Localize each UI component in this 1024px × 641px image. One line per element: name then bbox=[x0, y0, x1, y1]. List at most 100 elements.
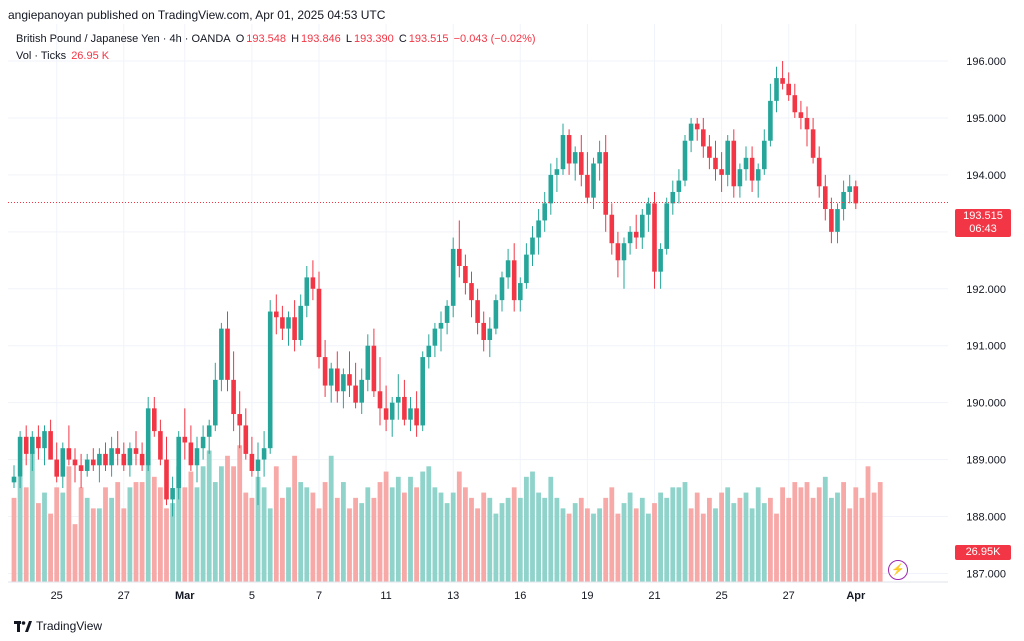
volume-bar bbox=[334, 497, 340, 582]
volume-bar bbox=[371, 497, 377, 582]
volume-bar bbox=[115, 482, 121, 582]
candle-body bbox=[688, 123, 694, 141]
candle-body bbox=[127, 448, 133, 466]
y-tick-label: 195.000 bbox=[966, 113, 1006, 125]
candle-body bbox=[97, 453, 102, 466]
candle-body bbox=[609, 214, 615, 244]
volume-bar bbox=[36, 503, 41, 582]
candle-body bbox=[60, 448, 66, 477]
x-tick-label: 25 bbox=[51, 590, 63, 602]
candle-body bbox=[420, 357, 425, 426]
volume-bar bbox=[23, 487, 29, 582]
candle-body bbox=[170, 488, 175, 500]
candle-body bbox=[725, 140, 730, 175]
candle-body bbox=[66, 448, 72, 460]
close-label: C bbox=[398, 33, 407, 45]
volume-bar bbox=[444, 503, 450, 582]
symbol-title[interactable]: British Pound / Japanese Yen · 4h · OAND… bbox=[16, 33, 231, 45]
candle-body bbox=[261, 448, 267, 460]
candle-body bbox=[255, 459, 261, 471]
volume-bar bbox=[29, 450, 35, 582]
candle-body bbox=[383, 408, 389, 420]
price-axis[interactable]: 196.000195.000194.000193.000192.000191.0… bbox=[966, 56, 1006, 580]
volume-bar bbox=[249, 497, 255, 582]
candle-body bbox=[36, 436, 41, 449]
volume-bar bbox=[743, 492, 749, 582]
volume-bar bbox=[487, 497, 493, 582]
volume-indicator-label[interactable]: Vol · Ticks bbox=[16, 50, 67, 62]
candle-body bbox=[658, 248, 663, 272]
volume-bar bbox=[761, 503, 767, 582]
tradingview-logo-icon bbox=[14, 620, 32, 632]
volume-bar bbox=[688, 508, 694, 582]
candle-body bbox=[426, 345, 432, 358]
volume-bar bbox=[499, 503, 505, 582]
candle-body bbox=[152, 408, 157, 432]
volume-bar bbox=[609, 487, 615, 582]
volume-bar bbox=[133, 482, 139, 582]
volume-bar bbox=[54, 487, 60, 582]
volume-bar bbox=[90, 508, 96, 582]
candle-body bbox=[707, 146, 712, 158]
volume-bar bbox=[298, 482, 304, 582]
volume-bar bbox=[536, 492, 541, 582]
candle-body bbox=[182, 436, 188, 443]
candle-body bbox=[792, 95, 798, 113]
candle-body bbox=[652, 203, 657, 272]
volume-bar bbox=[237, 445, 243, 582]
volume-bar bbox=[310, 492, 316, 582]
x-tick-label: 5 bbox=[249, 590, 255, 602]
volume-bar bbox=[11, 497, 17, 582]
volume-bar bbox=[267, 508, 273, 582]
volume-bar bbox=[511, 487, 517, 582]
candle-body bbox=[30, 436, 35, 454]
bolt-icon[interactable]: ⚡ bbox=[888, 560, 908, 580]
candle-body bbox=[487, 328, 493, 341]
candle-body bbox=[835, 209, 840, 232]
volume-bar bbox=[145, 450, 151, 582]
volume-bar bbox=[243, 492, 249, 582]
low-value: 193.390 bbox=[353, 33, 394, 45]
candle-body bbox=[322, 357, 328, 386]
candle-body bbox=[829, 209, 834, 232]
volume-bar bbox=[78, 487, 84, 582]
last-price-label: 193.515 06:43 bbox=[955, 209, 1011, 237]
candle-body bbox=[115, 448, 120, 454]
candle-body bbox=[219, 328, 224, 380]
time-axis[interactable]: 25 27 Mar 5 7 11 13 16 19 21 25 27 Apr bbox=[51, 590, 866, 602]
volume-bar bbox=[798, 487, 804, 582]
volume-bar bbox=[273, 466, 279, 582]
volume-bar bbox=[395, 476, 401, 582]
candlesticks bbox=[11, 61, 859, 517]
x-tick-label: 27 bbox=[118, 590, 130, 602]
volume-bar bbox=[481, 492, 487, 582]
volume-bar bbox=[109, 497, 114, 582]
volume-bar bbox=[212, 482, 218, 582]
candle-body bbox=[457, 248, 462, 266]
candle-body bbox=[72, 459, 78, 466]
candle-body bbox=[267, 311, 273, 449]
candle-body bbox=[206, 425, 212, 437]
high-label: H bbox=[291, 33, 300, 45]
y-tick-label: 189.000 bbox=[966, 455, 1006, 467]
candle-body bbox=[91, 459, 96, 466]
x-tick-label: 27 bbox=[783, 590, 795, 602]
candle-body bbox=[823, 186, 828, 210]
candle-body bbox=[11, 476, 17, 483]
volume-bar bbox=[219, 466, 224, 582]
candle-body bbox=[591, 163, 596, 198]
volume-bar bbox=[127, 487, 133, 582]
candle-body bbox=[572, 152, 578, 164]
volume-bar bbox=[255, 476, 261, 582]
candle-body bbox=[414, 408, 419, 426]
candle-body bbox=[530, 237, 535, 255]
candle-body bbox=[365, 345, 371, 380]
volume-bar bbox=[450, 492, 456, 582]
x-tick-label: 25 bbox=[715, 590, 727, 602]
y-tick-label: 194.000 bbox=[966, 170, 1006, 182]
open-value: 193.548 bbox=[246, 33, 287, 45]
candle-body bbox=[109, 448, 114, 466]
volume-bar bbox=[292, 455, 297, 582]
candle-body bbox=[353, 385, 358, 403]
